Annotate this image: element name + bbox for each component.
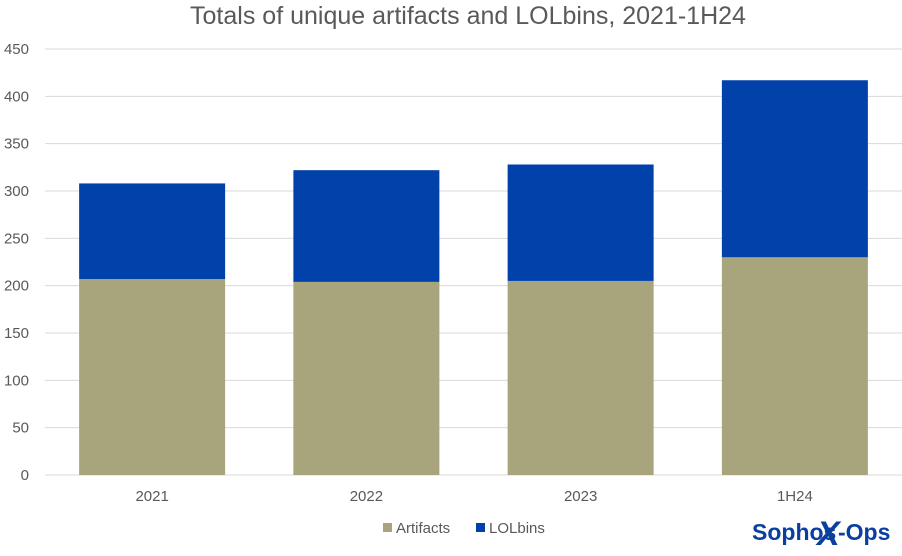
logo-text-x: X <box>815 515 842 553</box>
y-tick-label: 300 <box>4 183 29 200</box>
y-tick-label: 400 <box>4 88 29 105</box>
bar-artifacts-2023 <box>507 280 654 475</box>
x-tick-label: 1H24 <box>777 488 813 505</box>
x-tick-label: 2023 <box>564 488 597 505</box>
chart-title: Totals of unique artifacts and LOLbins, … <box>190 2 746 30</box>
y-axis: 0 50 100 150 200 250 300 350 400 450 <box>4 41 29 484</box>
y-tick-label: 0 <box>21 467 29 484</box>
y-tick-label: 100 <box>4 372 29 389</box>
legend-swatch-lolbins <box>476 523 485 532</box>
bar-artifacts-1h24 <box>721 257 868 475</box>
logo-text-ops: -Ops <box>838 519 890 545</box>
bar-lolbins-2022 <box>293 170 440 282</box>
legend-swatch-artifacts <box>383 523 392 532</box>
y-tick-label: 350 <box>4 136 29 153</box>
legend-item-lolbins: LOLbins <box>476 520 545 537</box>
x-tick-label: 2022 <box>350 488 383 505</box>
bar-lolbins-1h24 <box>721 80 868 258</box>
sophos-xops-logo: Sophos X -Ops <box>752 515 890 553</box>
x-axis: 2021 2022 2023 1H24 <box>135 488 812 505</box>
legend-item-artifacts: Artifacts <box>383 520 450 537</box>
y-tick-label: 250 <box>4 230 29 247</box>
bar-lolbins-2021 <box>79 183 226 280</box>
legend: Artifacts LOLbins <box>383 520 545 537</box>
y-tick-label: 200 <box>4 278 29 295</box>
legend-label-lolbins: LOLbins <box>489 520 545 537</box>
legend-label-artifacts: Artifacts <box>396 520 450 537</box>
bars <box>79 80 868 475</box>
y-tick-label: 50 <box>12 420 29 437</box>
logo-text-sophos: Sophos <box>752 519 836 545</box>
y-tick-label: 450 <box>4 41 29 58</box>
x-tick-label: 2021 <box>135 488 168 505</box>
bar-artifacts-2021 <box>79 279 226 475</box>
bar-artifacts-2022 <box>293 281 440 475</box>
bar-lolbins-2023 <box>507 164 654 281</box>
y-tick-label: 150 <box>4 325 29 342</box>
